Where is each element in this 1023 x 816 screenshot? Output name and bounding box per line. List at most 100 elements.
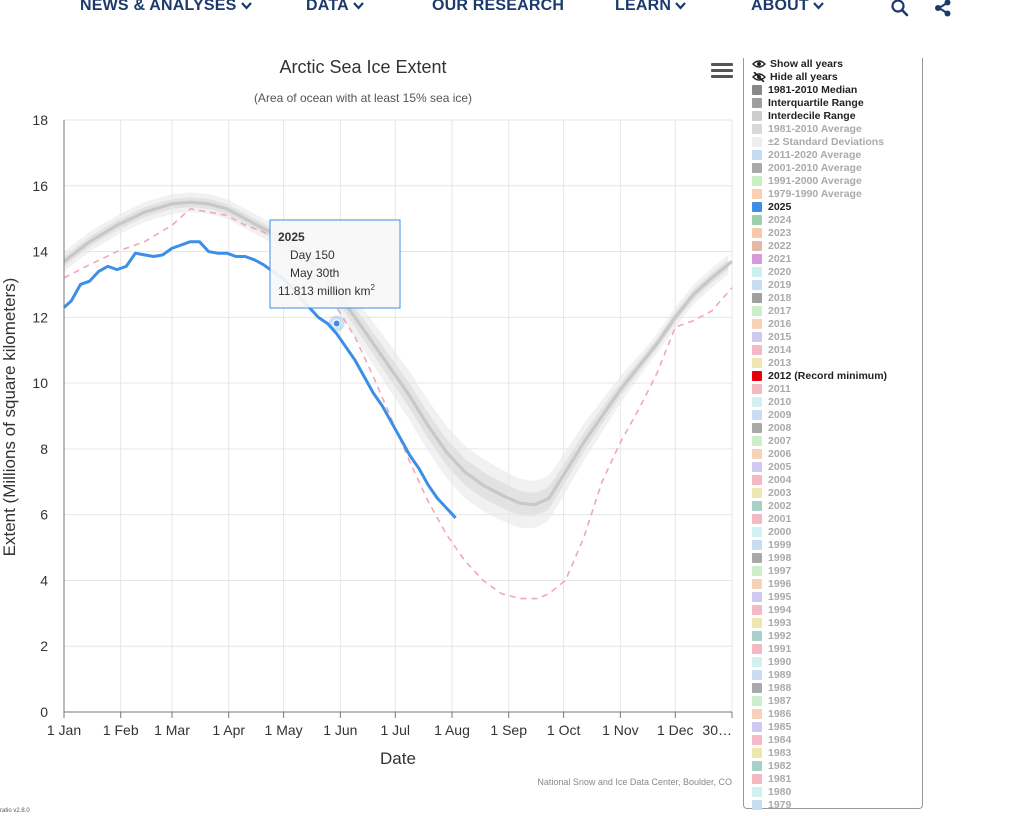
legend-item-label: 2001 <box>768 513 792 525</box>
legend-swatch <box>752 293 762 303</box>
nav-learn[interactable]: LEARN <box>615 0 686 15</box>
legend-swatch <box>752 800 762 810</box>
legend-item-label: 2014 <box>768 344 792 356</box>
legend-swatch <box>752 449 762 459</box>
show-all-years-label: Show all years <box>770 58 843 70</box>
y-tick-label: 14 <box>32 244 48 260</box>
nav-news-analyses-label: NEWS & ANALYSES <box>80 0 237 14</box>
nav-data[interactable]: DATA <box>306 0 364 15</box>
hide-all-years-label: Hide all years <box>770 71 838 83</box>
legend-swatch <box>752 566 762 576</box>
eye-icon <box>752 60 766 68</box>
chevron-down-icon <box>353 2 364 10</box>
chart-axes: 0 2 4 6 8 10 12 14 16 18 1 Jan 1 Feb 1 Mar 1 Apr 1 May… <box>32 112 733 738</box>
legend-item-label: 1994 <box>768 604 792 616</box>
legend-swatch <box>752 696 762 706</box>
nav-about[interactable]: ABOUT <box>751 0 824 15</box>
legend-item-label: 2005 <box>768 461 792 473</box>
tooltip-value-sup: 2 <box>370 283 375 292</box>
y-tick-label: 4 <box>40 572 48 588</box>
legend-item-label: 1988 <box>768 682 792 694</box>
x-tick-label: 1 Feb <box>103 722 139 738</box>
legend-item-label: 2021 <box>768 253 792 265</box>
nav-our-research[interactable]: OUR RESEARCH <box>432 0 564 15</box>
tooltip-value: 11.813 million km2 <box>278 283 375 298</box>
tooltip-day: Day 150 <box>290 248 335 262</box>
hover-point <box>332 319 341 328</box>
x-tick-label: 1 May <box>265 722 303 738</box>
legend-item-label: 1991-2000 Average <box>768 175 862 187</box>
chart-grid <box>63 119 733 713</box>
legend-item-label: 1983 <box>768 747 792 759</box>
legend-item-label: 2016 <box>768 318 792 330</box>
legend-swatch <box>752 384 762 394</box>
x-tick-label: 1 Mar <box>154 722 190 738</box>
legend-item-label: 2023 <box>768 227 792 239</box>
tooltip: 2025 Day 150 May 30th 11.813 million km2 <box>269 219 401 309</box>
legend-swatch <box>752 228 762 238</box>
legend-item-label: 1981-2010 Median <box>768 84 858 96</box>
legend-item-label: 2002 <box>768 500 792 512</box>
legend-item-label: Interquartile Range <box>768 97 864 109</box>
legend-item-label: 1991 <box>768 643 792 655</box>
legend-swatch <box>752 631 762 641</box>
series-line-2012 <box>63 208 733 600</box>
legend-swatch <box>752 488 762 498</box>
y-tick-label: 12 <box>32 309 48 325</box>
legend-swatch <box>752 267 762 277</box>
legend-item-label: 1980 <box>768 786 792 798</box>
legend-swatch <box>752 657 762 667</box>
x-tick-label: 1 Jul <box>380 722 410 738</box>
legend-swatch <box>752 410 762 420</box>
legend-swatch <box>752 163 762 173</box>
x-tick-label: 1 Nov <box>602 722 639 738</box>
legend-item-label: 2013 <box>768 357 792 369</box>
nav-about-label: ABOUT <box>751 0 809 14</box>
legend-item-label: 2019 <box>768 279 792 291</box>
legend-item-label: 2003 <box>768 487 792 499</box>
legend-item-label: Interdecile Range <box>768 110 856 122</box>
legend-item-label: 2025 <box>768 201 792 213</box>
search-icon[interactable] <box>890 0 910 18</box>
chart-subtitle: (Area of ocean with at least 15% sea ice… <box>254 91 472 105</box>
legend-item-label: 1987 <box>768 695 792 707</box>
legend-item-label: 2010 <box>768 396 792 408</box>
chart-legend: Show all years Hide all years 1981-2010 … <box>743 58 923 811</box>
y-tick-label: 6 <box>40 507 48 523</box>
legend-item-label: 1999 <box>768 539 792 551</box>
share-icon[interactable] <box>933 0 953 18</box>
legend-item-label: 1981-2010 Average <box>768 123 862 135</box>
tooltip-year: 2025 <box>278 230 305 244</box>
tooltip-box <box>269 219 401 309</box>
y-tick-label: 8 <box>40 441 48 457</box>
legend-item-label: 1998 <box>768 552 792 564</box>
legend-item-label: 2020 <box>768 266 792 278</box>
y-tick-label: 2 <box>40 638 48 654</box>
series-line-1981-2010 <box>63 200 734 507</box>
x-tick-label: 1 Jun <box>323 722 357 738</box>
nav-news-analyses[interactable]: NEWS & ANALYSES <box>80 0 252 15</box>
chevron-down-icon <box>675 2 686 10</box>
legend-swatch <box>752 345 762 355</box>
legend-swatch <box>752 189 762 199</box>
tooltip-date: May 30th <box>290 266 339 280</box>
chart-menu-button[interactable] <box>711 63 733 81</box>
legend-swatch <box>752 579 762 589</box>
hamburger-icon <box>711 63 733 66</box>
legend-item-label: 1986 <box>768 708 792 720</box>
legend-item-label: 1996 <box>768 578 792 590</box>
legend-swatch <box>752 618 762 628</box>
legend-swatch <box>752 683 762 693</box>
legend-swatch <box>752 605 762 615</box>
legend-item-label: 1982 <box>768 760 792 772</box>
legend-item-label: 1989 <box>768 669 792 681</box>
legend-item-label: 2022 <box>768 240 792 252</box>
legend-swatch <box>752 215 762 225</box>
legend-swatch <box>752 592 762 602</box>
legend-swatch <box>752 254 762 264</box>
legend-swatch <box>752 774 762 784</box>
legend-item-label: 2000 <box>768 526 792 538</box>
legend-item-label: 1981 <box>768 773 792 785</box>
y-tick-label: 16 <box>32 178 48 194</box>
legend-item-label: 2018 <box>768 292 792 304</box>
